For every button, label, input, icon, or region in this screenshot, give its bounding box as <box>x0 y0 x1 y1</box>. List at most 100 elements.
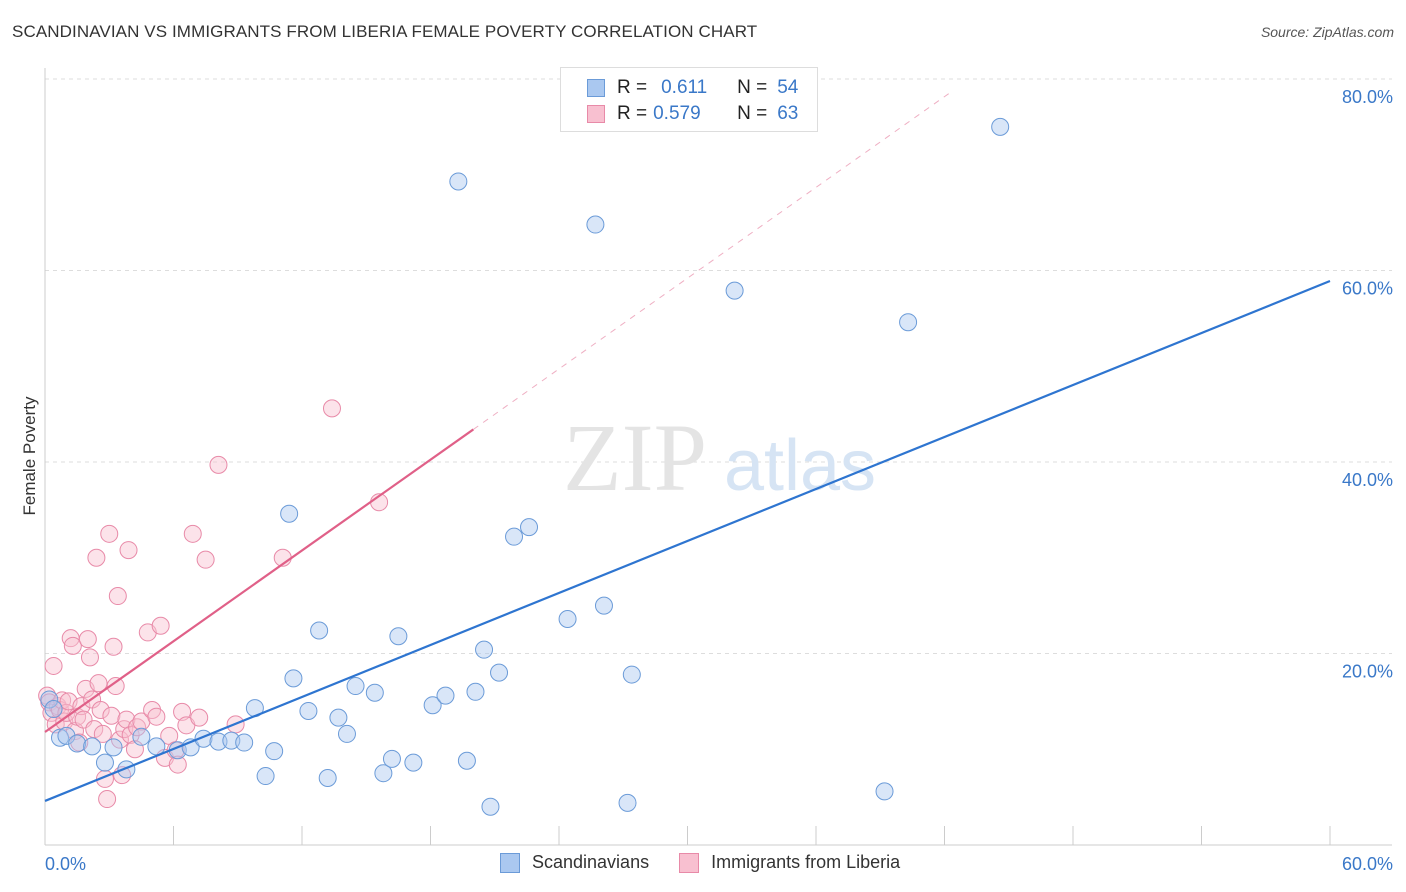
liberia-point <box>102 706 121 725</box>
legend-n-label: N = <box>737 77 768 98</box>
scandinavian-point <box>558 610 577 629</box>
liberia-point <box>147 707 166 726</box>
trend-line-liberia-extension <box>473 90 954 430</box>
scandinavian-point <box>117 760 136 779</box>
scandinavian-point <box>389 627 408 646</box>
scandinavian-point <box>991 117 1010 136</box>
liberia-point <box>110 730 129 749</box>
legend-item-scandinavians[interactable]: Scandinavians <box>500 852 649 873</box>
liberia-point <box>322 399 341 418</box>
tick-labels: 20.0% 40.0% 60.0% 80.0% 0.0% 60.0% <box>45 87 1393 874</box>
liberia-point <box>190 708 209 727</box>
liberia-point <box>106 677 125 696</box>
legend-label-liberia: Immigrants from Liberia <box>711 852 901 872</box>
liberia-points <box>38 399 389 809</box>
scandinavian-point <box>235 733 254 752</box>
scandinavian-point <box>318 768 337 787</box>
scandinavian-point <box>280 504 299 523</box>
legend-row-liberia: R = 0.579 N = 63 <box>587 102 798 126</box>
y-tick-label: 40.0% <box>1342 470 1393 490</box>
liberia-point <box>119 541 138 560</box>
scandinavian-point <box>50 728 69 747</box>
liberia-point <box>87 548 106 567</box>
scandinavian-point <box>490 663 509 682</box>
scandinavian-point <box>436 686 455 705</box>
scandinavian-point <box>57 726 76 745</box>
liberia-point <box>209 455 228 474</box>
scandinavian-point <box>875 782 894 801</box>
axes <box>44 68 1392 846</box>
scandinavian-point <box>68 734 87 753</box>
scandinavian-point <box>40 690 59 709</box>
scandinavian-point <box>382 749 401 768</box>
scandinavian-point <box>505 527 524 546</box>
scandinavian-point <box>725 281 744 300</box>
liberia-point <box>108 587 127 606</box>
y-tick-label: 60.0% <box>1342 279 1393 299</box>
legend-swatch-pink <box>587 105 605 123</box>
scandinavian-point <box>299 701 318 720</box>
legend-n-value: 63 <box>777 103 799 124</box>
scandinavian-points <box>40 117 1010 816</box>
liberia-point <box>98 790 117 809</box>
watermark: ZIP atlas <box>563 404 876 511</box>
scandinavian-point <box>95 753 114 772</box>
scandinavian-point <box>457 751 476 770</box>
x-tick-label: 0.0% <box>45 854 86 874</box>
legend: R = 0.611 N = 54 R = 0.579 N = 63 <box>560 67 818 132</box>
scandinavian-point <box>265 742 284 761</box>
scandinavian-point <box>329 708 348 727</box>
liberia-point <box>104 637 123 656</box>
y-tick-label: 80.0% <box>1342 87 1393 107</box>
scandinavian-point <box>365 683 384 702</box>
trend-lines <box>44 280 1331 802</box>
scandinavian-point <box>404 753 423 772</box>
liberia-point <box>151 616 170 635</box>
gridlines <box>45 78 1392 654</box>
trend-line-liberia <box>44 428 474 733</box>
legend-n-value: 54 <box>777 77 799 98</box>
scandinavian-point <box>132 727 151 746</box>
swatch-pink <box>679 852 700 873</box>
scandinavian-point <box>346 677 365 696</box>
scandinavian-point <box>618 793 637 812</box>
scandinavian-point <box>481 797 500 816</box>
scandinavian-point <box>310 621 329 640</box>
watermark-zip: ZIP <box>563 404 707 511</box>
scandinavian-point <box>449 172 468 191</box>
scandinavian-point <box>284 669 303 688</box>
scandinavian-point <box>44 700 63 719</box>
legend-item-liberia[interactable]: Immigrants from Liberia <box>679 852 900 873</box>
trend-line-scandinavians <box>44 280 1331 802</box>
legend-r-label: R = <box>617 77 648 98</box>
y-tick-label: 20.0% <box>1342 662 1393 682</box>
swatch-blue <box>500 852 520 873</box>
bottom-legend: Scandinavians Immigrants from Liberia <box>500 852 930 873</box>
scandinavian-point <box>622 665 641 684</box>
scandinavian-point <box>374 764 393 783</box>
scandinavian-point <box>586 215 605 234</box>
liberia-point <box>44 656 63 675</box>
legend-swatch-blue <box>587 79 605 97</box>
scandinavian-point <box>475 640 494 659</box>
liberia-point <box>183 524 202 543</box>
scandinavian-point <box>83 737 102 756</box>
liberia-point <box>91 700 110 719</box>
liberia-point <box>63 636 82 655</box>
legend-r-label: R = <box>617 103 648 124</box>
scandinavian-point <box>520 518 539 537</box>
legend-r-value: 0.611 <box>661 77 708 98</box>
liberia-point <box>196 550 215 569</box>
scandinavian-point <box>423 696 442 715</box>
scandinavian-point <box>899 313 918 332</box>
liberia-point <box>80 648 99 667</box>
legend-r-value: 0.579 <box>653 103 701 124</box>
liberia-point <box>173 702 192 721</box>
liberia-point <box>78 630 97 649</box>
legend-label-scandinavians: Scandinavians <box>532 852 650 872</box>
source-label: Source: ZipAtlas.com <box>1260 24 1394 40</box>
scandinavian-point <box>256 767 275 786</box>
scandinavian-point <box>104 738 123 757</box>
trend-pink-extension <box>473 90 954 430</box>
